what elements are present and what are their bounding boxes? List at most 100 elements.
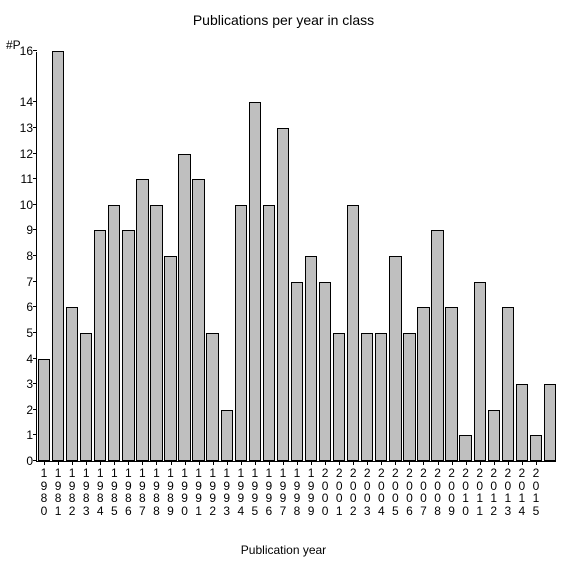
x-tick-label: 2010 [460,461,472,517]
bar [459,435,471,461]
x-tick-label: 2008 [432,461,444,517]
y-tick-mark [33,306,37,307]
y-tick-mark [33,332,37,333]
x-tick-label: 1994 [235,461,247,517]
x-tick-label: 1983 [80,461,92,517]
bar [94,230,106,461]
y-tick-label: 16 [3,45,37,57]
x-tick-label: 1996 [263,461,275,517]
bar [474,282,486,461]
bar [389,256,401,461]
bar [136,179,148,461]
x-axis-label: Publication year [0,543,567,557]
y-tick-label: 2 [3,404,37,416]
y-tick-mark [33,460,37,461]
bar [192,179,204,461]
y-tick-label: 0 [3,455,37,467]
bar [206,333,218,461]
bar [445,307,457,461]
y-tick-mark [33,204,37,205]
x-tick-label: 2000 [319,461,331,517]
bar [305,256,317,461]
bar [38,359,50,462]
y-tick-label: 13 [3,122,37,134]
bar [263,205,275,461]
y-tick-label: 14 [3,96,37,108]
x-tick-label: 1981 [52,461,64,517]
y-tick-label: 1 [3,429,37,441]
y-tick-label: 12 [3,148,37,160]
x-tick-label: 1989 [165,461,177,517]
y-tick-label: 3 [3,378,37,390]
bar [488,410,500,461]
x-tick-label: 2006 [403,461,415,517]
chart-container: Publications per year in class #P 012345… [0,0,567,567]
y-tick-mark [33,434,37,435]
bar [122,230,134,461]
y-tick-mark [33,127,37,128]
x-tick-label: 2003 [361,461,373,517]
x-tick-label: 2014 [516,461,528,517]
bar [235,205,247,461]
x-tick-label: 2007 [417,461,429,517]
bar [375,333,387,461]
x-tick-label: 1988 [150,461,162,517]
y-tick-label: 6 [3,301,37,313]
y-tick-mark [33,358,37,359]
bar [403,333,415,461]
y-tick-mark [33,178,37,179]
x-tick-label: 1992 [207,461,219,517]
bar [347,205,359,461]
x-tick-label: 1998 [291,461,303,517]
bar [108,205,120,461]
bar [249,102,261,461]
x-tick-label: 1999 [305,461,317,517]
x-tick-label: 2015 [530,461,542,517]
y-tick-mark [33,101,37,102]
y-tick-mark [33,409,37,410]
y-tick-mark [33,255,37,256]
bar [178,154,190,462]
y-tick-label: 11 [3,173,37,185]
bar [66,307,78,461]
x-tick-label: 1991 [193,461,205,517]
y-tick-label: 7 [3,276,37,288]
bar [164,256,176,461]
bar [333,333,345,461]
bar [530,435,542,461]
bar [516,384,528,461]
y-tick-label: 9 [3,224,37,236]
x-tick-label: 2002 [347,461,359,517]
y-tick-label: 5 [3,327,37,339]
y-tick-mark [33,281,37,282]
bar [417,307,429,461]
y-tick-mark [33,229,37,230]
bar [544,384,556,461]
x-tick-label: 1984 [94,461,106,517]
x-tick-label: 2009 [446,461,458,517]
x-tick-label: 1987 [136,461,148,517]
bar [431,230,443,461]
y-tick-mark [33,153,37,154]
x-tick-label: 1995 [249,461,261,517]
x-tick-label: 2004 [375,461,387,517]
y-tick-label: 4 [3,353,37,365]
x-tick-label: 2001 [333,461,345,517]
x-tick-label: 1993 [221,461,233,517]
y-tick-label: 10 [3,199,37,211]
bar [291,282,303,461]
x-tick-label: 1982 [66,461,78,517]
x-tick-label: 1985 [108,461,120,517]
y-tick-mark [33,50,37,51]
bar [277,128,289,461]
y-tick-label: 8 [3,250,37,262]
x-tick-label: 1997 [277,461,289,517]
x-tick-label: 1980 [38,461,50,517]
x-tick-label: 2012 [488,461,500,517]
x-tick-label: 1986 [122,461,134,517]
bar [319,282,331,461]
bar [502,307,514,461]
y-tick-mark [33,383,37,384]
bar [150,205,162,461]
bar [361,333,373,461]
